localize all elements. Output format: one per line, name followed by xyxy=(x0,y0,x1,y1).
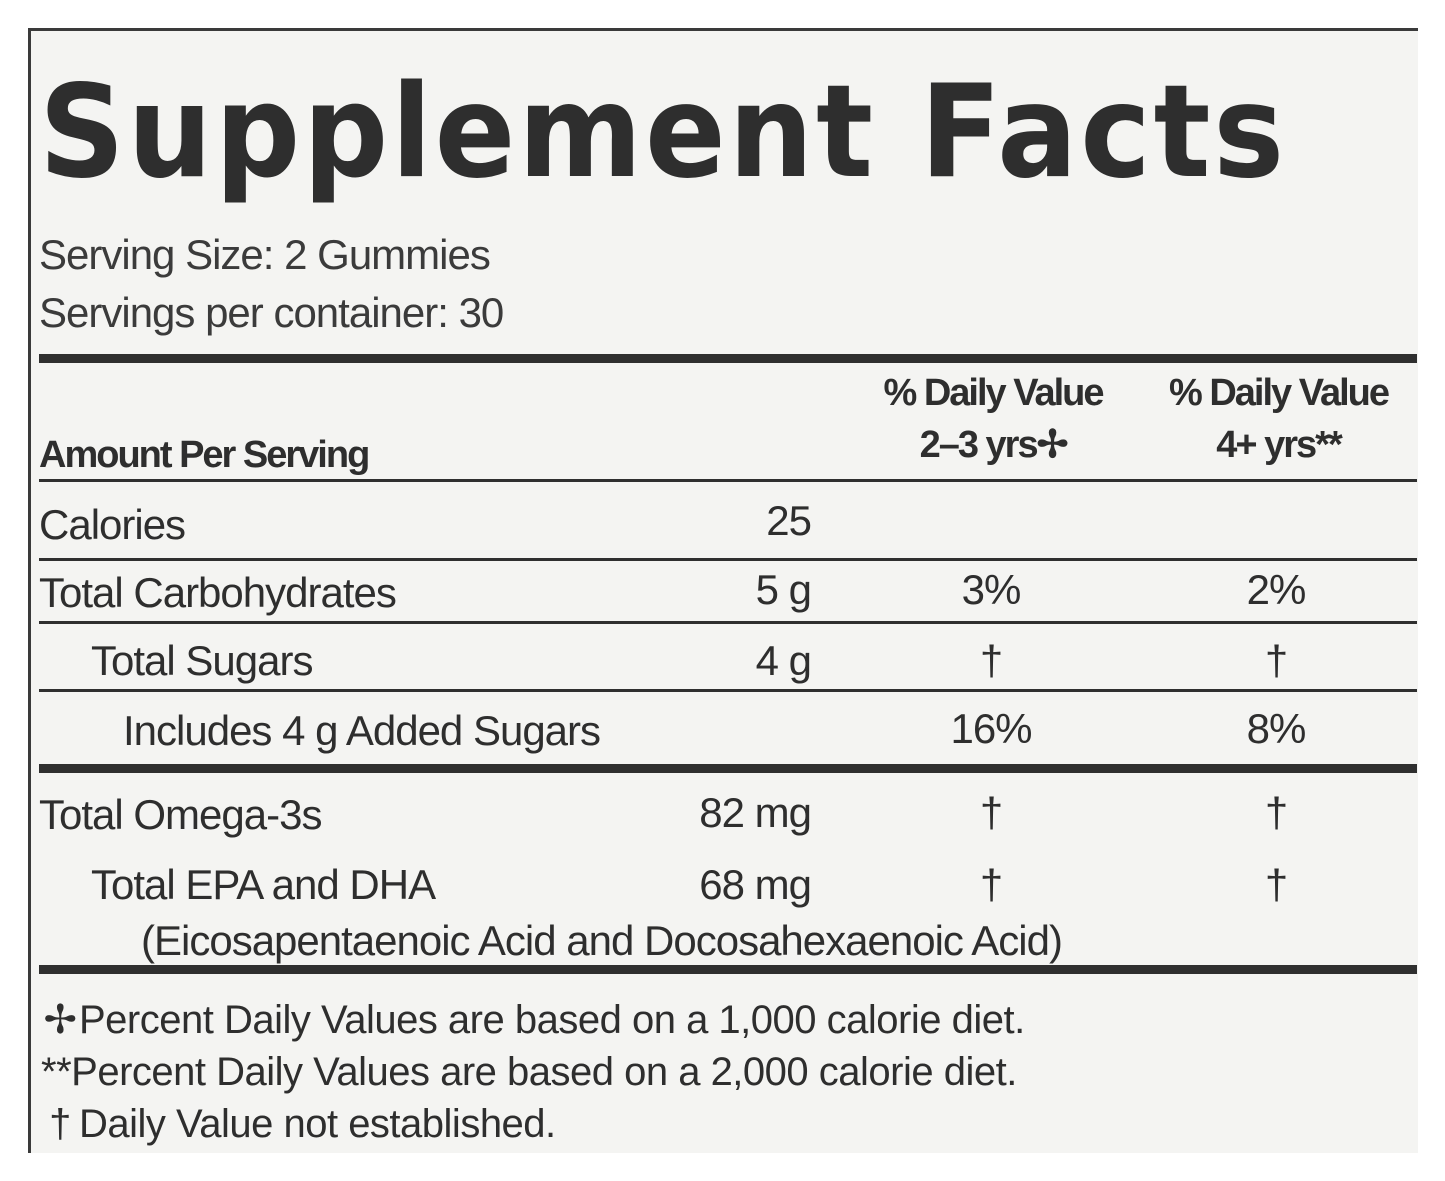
divider-bottom xyxy=(39,965,1417,974)
footnote-symbol: † xyxy=(49,1102,71,1146)
divider-top xyxy=(39,354,1417,363)
row-sugars-dv2: † xyxy=(1264,637,1288,684)
row-carbs-dv2: 2% xyxy=(1246,566,1307,613)
dv-col1-header-line1: % Daily Value xyxy=(883,372,1104,414)
row-epa-dha-dv2: † xyxy=(1264,861,1288,908)
divider-row xyxy=(39,558,1417,561)
row-calories-amount: 25 xyxy=(766,497,812,544)
serving-size: Serving Size: 2 Gummies xyxy=(39,231,491,278)
dv-col2-header-line1: % Daily Value xyxy=(1168,372,1390,414)
page-title: Supplement Facts xyxy=(39,58,1287,207)
footnote-2000-calorie: **Percent Daily Values are based on a 2,… xyxy=(41,1049,1017,1095)
row-epa-dha-subtext: (Eicosapentaenoic Acid and Docosahexaeno… xyxy=(141,917,1063,964)
row-omega3-amount: 82 mg xyxy=(699,789,812,836)
row-calories-name: Calories xyxy=(39,501,186,548)
row-omega3-name: Total Omega-3s xyxy=(39,791,322,838)
row-epa-dha-amount: 68 mg xyxy=(699,861,812,908)
row-sugars-amount: 4 g xyxy=(755,637,812,684)
divider-row xyxy=(39,689,1417,692)
row-epa-dha-dv1: † xyxy=(979,861,1003,908)
footnote-text: Percent Daily Values are based on a 1,00… xyxy=(79,998,1025,1042)
servings-per-container: Servings per container: 30 xyxy=(39,289,504,336)
dv-col2-header-line2: 4+ yrs** xyxy=(1216,424,1343,466)
divider-row xyxy=(39,621,1417,624)
row-carbs-amount: 5 g xyxy=(755,566,812,613)
row-sugars-name: Total Sugars xyxy=(91,637,313,684)
footnote-text: Percent Daily Values are based on a 2,00… xyxy=(71,1050,1017,1094)
footnote-dv-not-established: † Daily Value not established. xyxy=(41,1101,556,1147)
row-carbs-name: Total Carbohydrates xyxy=(39,569,397,616)
row-carbs-dv1: 3% xyxy=(961,566,1022,613)
row-sugars-dv1: † xyxy=(979,637,1003,684)
divider-header xyxy=(39,479,1417,482)
row-omega3-dv1: † xyxy=(979,789,1003,836)
footnote-text: Daily Value not established. xyxy=(79,1102,556,1146)
row-omega3-dv2: † xyxy=(1264,789,1288,836)
row-added-sugars-name: Includes 4 g Added Sugars xyxy=(123,707,601,754)
divider-section xyxy=(39,764,1417,773)
row-added-sugars-dv1: 16% xyxy=(950,705,1032,752)
row-added-sugars-dv2: 8% xyxy=(1246,705,1307,752)
row-epa-dha-name: Total EPA and DHA xyxy=(91,861,436,908)
footnote-symbol: ✢ xyxy=(43,998,77,1042)
supplement-facts-panel: Supplement Facts Serving Size: 2 Gummies… xyxy=(28,28,1418,1153)
dv-col1-header-line2: 2–3 yrs✢ xyxy=(919,424,1069,466)
footnote-1000-calorie: ✢Percent Daily Values are based on a 1,0… xyxy=(41,997,1025,1043)
footnote-symbol: ** xyxy=(41,1050,72,1094)
amount-per-serving-header: Amount Per Serving xyxy=(39,434,370,476)
